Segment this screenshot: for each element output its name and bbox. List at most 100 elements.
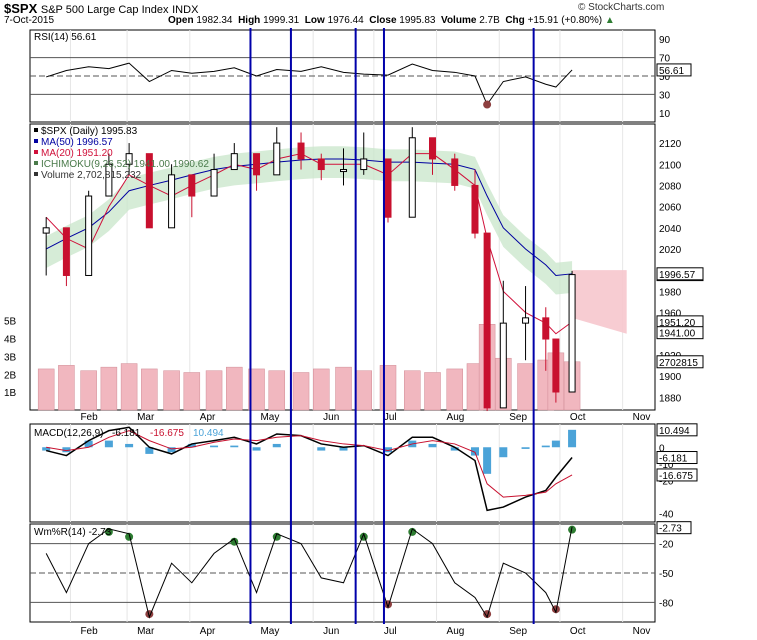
candle-body bbox=[522, 317, 530, 324]
x-tick-label-bottom-aug: Aug bbox=[447, 626, 465, 637]
volume-badge-box bbox=[656, 355, 704, 369]
volume-bar bbox=[424, 372, 441, 411]
macd-badge-box bbox=[656, 468, 698, 482]
price-y-tick-1980: 1980 bbox=[659, 287, 682, 298]
macd-histogram-bar bbox=[145, 447, 154, 454]
candle-body bbox=[499, 322, 507, 409]
price-badge-2: 1951.20 bbox=[659, 318, 696, 329]
volume-bar bbox=[313, 368, 330, 411]
index-name: S&P 500 Large Cap Index bbox=[40, 4, 169, 16]
macd-histogram-bar bbox=[272, 443, 281, 448]
exchange: INDX bbox=[172, 4, 199, 16]
volume-bar bbox=[355, 370, 372, 411]
candle-body bbox=[317, 158, 325, 171]
candle-body bbox=[552, 338, 560, 393]
wr-y-tick-80: -80 bbox=[659, 598, 674, 609]
macd-badge-box bbox=[656, 451, 698, 465]
wr-badge: -2.73 bbox=[659, 524, 682, 535]
volume-bar bbox=[268, 370, 286, 411]
price-y-tick-1880: 1880 bbox=[659, 393, 682, 404]
macd-histogram-bar bbox=[62, 447, 71, 453]
ichimoku-cloud bbox=[46, 146, 573, 295]
high-value: 1999.31 bbox=[263, 15, 300, 26]
volume-label: Volume bbox=[441, 15, 477, 26]
chg-label: Chg bbox=[505, 15, 525, 26]
volume-y-tick-4b: 4B bbox=[4, 335, 17, 346]
macd-y-tick--10: -10 bbox=[659, 460, 674, 471]
candle-body bbox=[85, 195, 93, 276]
up-arrow-icon: ▲ bbox=[604, 15, 615, 26]
x-tick-label-jun: Jun bbox=[323, 412, 339, 423]
ichimoku-cloud-forward bbox=[572, 270, 627, 334]
macd-histogram-bar bbox=[252, 447, 261, 451]
price-legend-swatch bbox=[34, 139, 38, 143]
chart-title: $SPX S&P 500 Large Cap Index INDX bbox=[4, 1, 198, 16]
price-legend-4: Volume 2,702,815,232 bbox=[41, 170, 142, 181]
volume-y-tick-2b: 2B bbox=[4, 370, 17, 381]
macd-y-tick--40: -40 bbox=[659, 510, 674, 521]
volume-bar bbox=[80, 370, 97, 411]
candle-body bbox=[340, 169, 348, 173]
open-value: 1982.34 bbox=[196, 15, 233, 26]
candle-body bbox=[210, 169, 218, 197]
macd-histogram-bar bbox=[450, 447, 459, 451]
rsi-line bbox=[46, 62, 573, 106]
wr-legend: Wm%R(14) -2.73 bbox=[34, 527, 112, 538]
rsi-y-tick-50: 50 bbox=[659, 72, 671, 83]
macd-legend-label: MACD(12,26,9) bbox=[34, 428, 103, 439]
x-tick-label-mar: Mar bbox=[137, 412, 155, 423]
close-value: 1995.83 bbox=[399, 15, 436, 26]
volume-value: 2.7B bbox=[479, 15, 500, 26]
candle-body bbox=[483, 232, 491, 409]
x-tick-label-bottom-feb: Feb bbox=[80, 626, 98, 637]
macd-signal-line bbox=[46, 430, 573, 498]
x-tick-label-bottom-sep: Sep bbox=[509, 626, 527, 637]
candle-body bbox=[429, 137, 437, 160]
rsi-y-tick-90: 90 bbox=[659, 35, 671, 46]
low-label: Low bbox=[304, 15, 325, 26]
wr-y-tick-20: -20 bbox=[659, 540, 674, 551]
rsi-legend: RSI(14) 56.61 bbox=[34, 32, 97, 43]
rsi-y-tick-70: 70 bbox=[659, 54, 671, 65]
macd-histogram-bar bbox=[568, 429, 577, 448]
volume-bar bbox=[404, 370, 421, 411]
candle-body bbox=[360, 158, 368, 171]
volume-bar bbox=[141, 368, 158, 411]
candle-body bbox=[273, 142, 281, 176]
price-badge-1: 1996.57 bbox=[659, 270, 696, 281]
volume-bar bbox=[226, 366, 243, 411]
x-tick-label-nov: Nov bbox=[633, 412, 651, 423]
price-y-tick-2040: 2040 bbox=[659, 224, 682, 235]
volume-bar bbox=[446, 368, 464, 411]
price-legend-swatch bbox=[34, 172, 38, 176]
price-y-tick-2100: 2100 bbox=[659, 160, 682, 171]
macd-histogram-bar bbox=[104, 440, 113, 448]
rsi-badge-box bbox=[656, 63, 692, 77]
macd-badge-box bbox=[656, 423, 698, 437]
x-tick-label-bottom-apr: Apr bbox=[200, 626, 216, 637]
candle-body bbox=[568, 274, 576, 393]
candle-body bbox=[451, 158, 459, 186]
candle-body bbox=[105, 163, 113, 197]
price-legend-1: MA(50) 1996.57 bbox=[41, 137, 113, 148]
candle-body bbox=[42, 227, 50, 234]
macd-histogram-bar bbox=[551, 440, 560, 448]
x-tick-label-bottom-jun: Jun bbox=[323, 626, 339, 637]
x-tick-label-bottom-nov: Nov bbox=[633, 626, 651, 637]
volume-y-tick-1b: 1B bbox=[4, 388, 17, 399]
macd-histogram-bar bbox=[483, 447, 492, 474]
macd-histogram-bar bbox=[499, 447, 508, 458]
rsi-y-tick-30: 30 bbox=[659, 90, 671, 101]
wr-overbought-fill bbox=[568, 525, 577, 534]
volume-bar bbox=[517, 363, 534, 411]
panel-frame-rsi bbox=[29, 29, 656, 123]
price-badge-box bbox=[656, 267, 704, 281]
x-tick-label-apr: Apr bbox=[200, 412, 216, 423]
volume-y-tick-3b: 3B bbox=[4, 352, 17, 363]
rsi-oversold-fill bbox=[483, 100, 492, 109]
copyright: © StockCharts.com bbox=[578, 2, 665, 13]
macd-histogram-bar bbox=[470, 447, 479, 456]
candle-body bbox=[297, 142, 305, 160]
panel-frame-macd bbox=[29, 423, 656, 523]
